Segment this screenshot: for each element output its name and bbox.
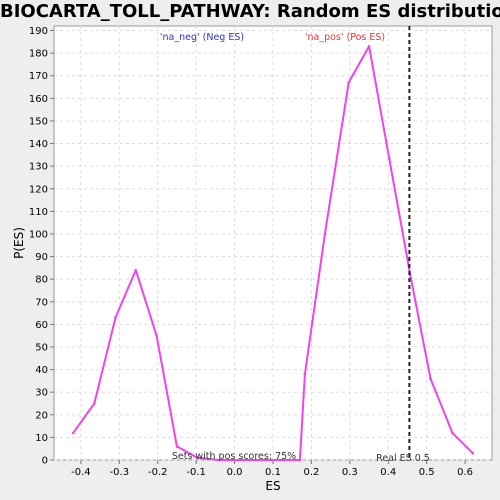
y-tick-label: 160: [29, 94, 48, 105]
x-tick-label: -0.4: [71, 467, 91, 478]
y-tick-label: 110: [29, 207, 48, 218]
y-tick-label: 140: [29, 139, 48, 150]
x-tick-label: 0.6: [457, 467, 473, 478]
y-tick-label: 150: [29, 116, 48, 127]
real-es-label: Real ES 0.5: [376, 453, 430, 464]
y-tick-label: 120: [29, 184, 48, 195]
chart-title: BIOCARTA_TOLL_PATHWAY: Random ES distrib…: [0, 1, 500, 22]
data-point: [303, 372, 307, 376]
series-layer: [71, 45, 475, 462]
y-tick-label: 190: [29, 26, 48, 37]
x-tick-label: 0.3: [342, 467, 358, 478]
y-tick-label: 100: [29, 229, 48, 240]
pos-es-label: 'na_pos' (Pos ES): [305, 32, 385, 43]
y-tick-label: 170: [29, 71, 48, 82]
data-point: [155, 334, 158, 337]
data-point: [298, 458, 302, 462]
y-tick-label: 180: [29, 49, 48, 60]
data-point: [451, 431, 454, 435]
y-tick-label: 90: [35, 252, 48, 263]
data-point: [216, 458, 220, 462]
data-point: [323, 232, 327, 236]
y-tick-label: 60: [35, 320, 48, 331]
data-point: [237, 458, 240, 462]
y-tick-label: 10: [35, 433, 48, 444]
x-tick-label: 0.1: [265, 467, 281, 478]
data-point: [471, 451, 475, 455]
data-point: [257, 458, 261, 462]
y-tick-label: 130: [29, 162, 48, 173]
y-tick-label: 40: [35, 365, 48, 376]
data-point: [367, 45, 371, 48]
neg-es-label: 'na_neg' (Neg ES): [160, 32, 244, 43]
data-point: [114, 316, 117, 319]
data-point: [388, 158, 391, 161]
x-tick-label: -0.2: [148, 467, 168, 478]
x-tick-label: -0.3: [110, 467, 130, 478]
x-tick-label: 0.2: [303, 467, 319, 478]
x-tick-label: 0.0: [227, 467, 243, 478]
data-point: [71, 431, 75, 435]
data-point: [93, 402, 96, 405]
pos-scores-label: Sets with pos scores: 75%: [172, 451, 296, 462]
y-tick-label: 30: [35, 388, 48, 399]
x-tick-label: 0.5: [419, 467, 435, 478]
x-tick-label: 0.4: [380, 467, 396, 478]
axes: 0 10 20 30 40 50 60 70 80 90 100 110 120 130 140 150 160…: [29, 26, 473, 478]
y-tick-label: 50: [35, 342, 48, 353]
x-tick-label: -0.1: [186, 467, 206, 478]
y-tick-label: 0: [42, 456, 48, 467]
grid-lines: [54, 26, 492, 461]
y-tick-label: 70: [35, 297, 48, 308]
y-tick-label: 80: [35, 275, 48, 286]
data-point: [134, 268, 138, 272]
data-point: [429, 377, 432, 380]
y-tick-label: 20: [35, 410, 48, 421]
x-axis-title: ES: [265, 479, 280, 493]
data-point: [175, 445, 179, 448]
data-point: [196, 456, 199, 460]
y-axis-title: P(ES): [12, 227, 26, 259]
data-point: [278, 458, 281, 462]
data-point: [347, 81, 350, 84]
